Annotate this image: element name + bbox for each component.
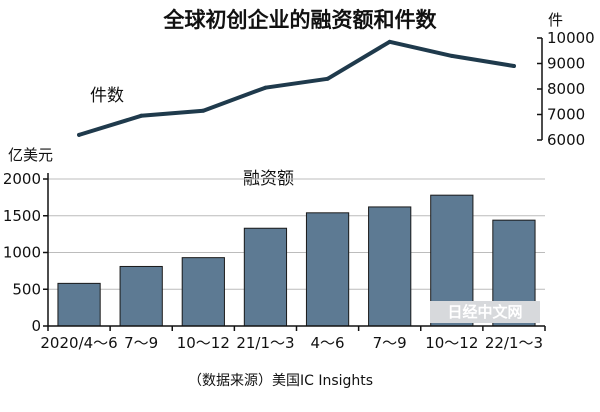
line-series-label: 件数 bbox=[90, 86, 124, 106]
line-y-tick-label: 9000 bbox=[547, 55, 585, 73]
line-y-unit: 件 bbox=[548, 11, 563, 29]
bar bbox=[368, 206, 412, 327]
bar-y-tick-label: 500 bbox=[12, 280, 41, 298]
bar-y-tick-label: 1500 bbox=[3, 207, 41, 225]
line-series-path bbox=[77, 39, 516, 137]
bar-y-unit: 亿美元 bbox=[8, 146, 53, 164]
line-point bbox=[387, 39, 392, 44]
bar bbox=[181, 257, 225, 327]
line-point bbox=[139, 113, 144, 118]
bar-x-tick-label: 2020/4～6 bbox=[40, 334, 117, 352]
bar-y-tick-label: 1000 bbox=[3, 244, 41, 262]
bar-x-tick-label: 7～9 bbox=[373, 334, 407, 352]
chart-title: 全球初创企业的融资额和件数 bbox=[163, 8, 438, 32]
bar-x-tick-label: 10～12 bbox=[177, 334, 230, 352]
bar-y-tick-label: 2000 bbox=[3, 170, 41, 188]
bar-x-tick-label: 21/1～3 bbox=[236, 334, 294, 352]
bar bbox=[57, 282, 101, 327]
line-point bbox=[263, 85, 268, 90]
bar-x-tick-label: 7～9 bbox=[124, 334, 158, 352]
bar-x-tick-label: 22/1～3 bbox=[485, 334, 543, 352]
line-y-tick-label: 10000 bbox=[547, 29, 595, 47]
bar bbox=[305, 212, 350, 327]
line-chart: 件 件数 6000 7000 8000 9000 10000 bbox=[77, 11, 595, 149]
line-y-tick-label: 6000 bbox=[547, 131, 585, 149]
watermark-bg bbox=[430, 301, 540, 323]
line-y-tick-label: 8000 bbox=[547, 80, 585, 98]
watermark: 日经中文网 bbox=[430, 301, 540, 323]
source-note: （数据来源）美国IC Insights bbox=[188, 373, 373, 389]
line-point bbox=[201, 108, 206, 113]
bar bbox=[243, 227, 288, 327]
bar-x-tick-label: 4～6 bbox=[311, 334, 345, 352]
bar-y-tick-label: 0 bbox=[31, 317, 41, 335]
bar-x-tick-label: 10～12 bbox=[425, 334, 478, 352]
line-point bbox=[449, 53, 454, 58]
line-point bbox=[77, 132, 82, 137]
line-y-tick-label: 7000 bbox=[547, 106, 585, 124]
line-point bbox=[511, 64, 516, 69]
line-point bbox=[325, 76, 330, 81]
watermark-text: 日经中文网 bbox=[447, 303, 522, 321]
bar bbox=[119, 265, 163, 327]
